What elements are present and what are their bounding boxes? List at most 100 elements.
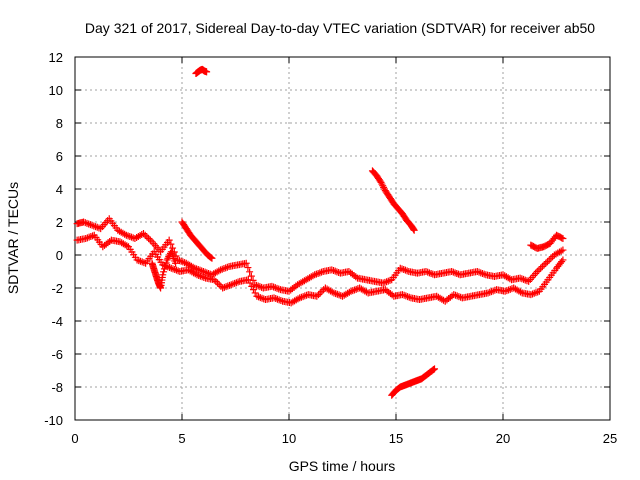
data-point-fill	[89, 232, 97, 240]
x-tick-labels: 0 5 10 15 20 25	[71, 431, 617, 446]
data-point-fill	[249, 286, 257, 294]
data-point-fill	[301, 292, 309, 300]
data-point-fill	[547, 254, 555, 262]
data-point-fill	[345, 288, 353, 296]
data-point-fill	[557, 247, 565, 255]
data-point-fill	[410, 225, 418, 233]
y-tick-label: -4	[51, 314, 63, 329]
y-tick-label: -8	[51, 380, 63, 395]
data-point-fill	[312, 270, 320, 278]
data-point-fill	[272, 295, 280, 303]
data-point-fill	[384, 277, 392, 285]
data-point-fill	[251, 289, 259, 297]
data-point-fill	[403, 267, 411, 275]
data-point	[193, 271, 201, 279]
data-point-fill	[222, 264, 230, 272]
data-point	[172, 259, 180, 267]
data-point-fill	[214, 279, 222, 287]
data-point-fill	[135, 257, 143, 265]
x-tick-label: 10	[282, 431, 296, 446]
data-point-fill	[381, 278, 389, 286]
data-point-fill	[558, 258, 566, 266]
data-point-fill	[529, 290, 537, 298]
data-point-fill	[195, 271, 203, 279]
data-point-fill	[223, 263, 231, 271]
data-point	[139, 230, 147, 238]
data-point	[516, 274, 524, 282]
data-point-fill	[218, 265, 226, 273]
data-point-fill	[404, 293, 412, 301]
data-point-fill	[121, 230, 129, 238]
data-point-fill	[143, 233, 151, 241]
data-point-fill	[400, 291, 408, 299]
data-point-fill	[252, 281, 260, 289]
data-point	[559, 235, 567, 242]
data-point-fill	[179, 258, 187, 266]
data-point-fill	[333, 268, 341, 276]
data-point-fill	[294, 295, 302, 303]
x-tick-label: 15	[389, 431, 403, 446]
data-point	[199, 268, 207, 275]
data-point-fill	[503, 287, 511, 295]
data-point-fill	[124, 232, 132, 240]
data-point	[251, 281, 259, 289]
data-point-fill	[244, 264, 252, 272]
data-point	[217, 266, 225, 274]
data-point-fill	[318, 268, 326, 276]
data-point-fill	[194, 266, 202, 274]
data-point	[210, 276, 218, 284]
data-point	[410, 226, 418, 234]
data-point-fill	[316, 289, 324, 297]
data-point-fill	[537, 264, 545, 272]
data-point-fill	[521, 276, 529, 284]
data-point	[122, 231, 130, 239]
data-point-fill	[558, 234, 566, 242]
data-point-fill	[429, 366, 437, 374]
data-point-fill	[331, 267, 339, 275]
data-point-fill	[86, 221, 94, 229]
y-tick-label: 6	[56, 149, 63, 164]
x-tick-label: 25	[603, 431, 617, 446]
data-point	[227, 281, 235, 289]
data-point	[80, 218, 88, 226]
data-point	[253, 292, 261, 300]
data-point-fill	[451, 269, 459, 277]
data-point	[219, 284, 227, 292]
data-point-fill	[379, 182, 387, 190]
data-point	[501, 287, 509, 295]
data-point-fill	[191, 270, 199, 278]
data-point	[450, 291, 458, 299]
data-point-fill	[477, 269, 485, 277]
data-point-fill	[538, 263, 546, 271]
data-point-fill	[273, 295, 281, 303]
data-point	[431, 365, 439, 373]
data-point-fill	[164, 254, 172, 262]
data-point-fill	[453, 292, 461, 300]
data-point-fill	[402, 292, 410, 300]
data-point	[296, 294, 304, 302]
data-point-fill	[449, 268, 457, 276]
data-point-fill	[83, 234, 91, 242]
data-point-fill	[425, 269, 433, 277]
data-point-fill	[349, 287, 357, 295]
data-point-fill	[388, 291, 396, 299]
data-point	[473, 268, 481, 275]
y-tick-label: -2	[51, 281, 63, 296]
data-point-fill	[453, 269, 461, 277]
data-point-fill	[231, 279, 239, 287]
plot-frame	[74, 56, 611, 421]
data-point-fill	[232, 279, 240, 287]
data-point-fill	[520, 275, 528, 283]
data-point	[484, 289, 492, 297]
data-point-fill	[535, 266, 543, 274]
data-point	[533, 268, 541, 275]
data-point-fill	[160, 268, 168, 276]
data-point-fill	[106, 237, 114, 245]
data-point-fill	[138, 258, 146, 266]
data-point-fill	[352, 273, 360, 281]
data-point-fill	[215, 267, 223, 275]
data-point-fill	[246, 279, 254, 287]
data-point-fill	[350, 286, 358, 294]
data-point	[396, 264, 404, 272]
